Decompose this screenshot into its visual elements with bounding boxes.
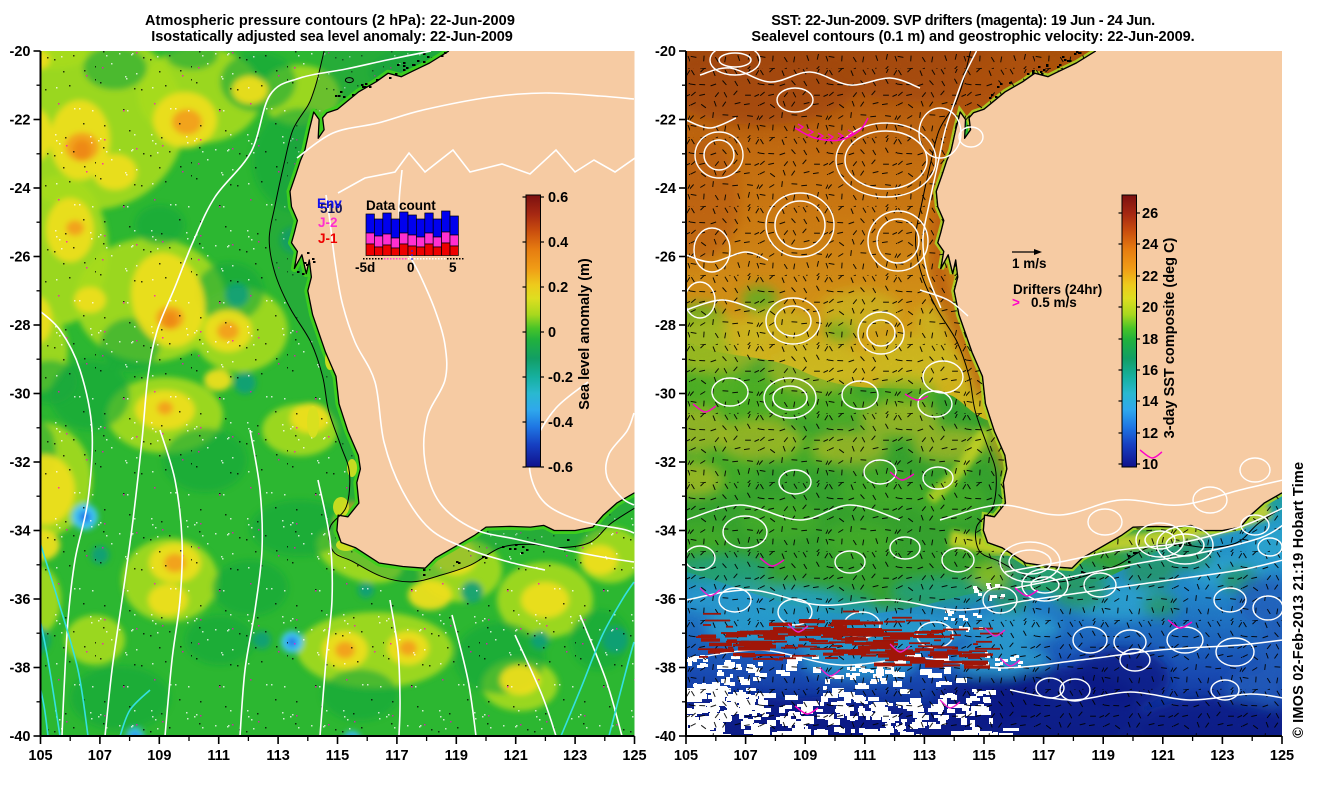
svg-text:-38: -38	[10, 661, 31, 677]
svg-text:0: 0	[548, 325, 556, 341]
svg-text:510: 510	[320, 201, 343, 216]
svg-text:22: 22	[1142, 269, 1158, 285]
svg-text:117: 117	[1032, 748, 1055, 764]
svg-text:-32: -32	[655, 455, 676, 471]
svg-text:24: 24	[1142, 237, 1158, 253]
svg-text:-0.4: -0.4	[548, 415, 573, 431]
svg-text:123: 123	[563, 748, 587, 764]
svg-text:J-1: J-1	[318, 231, 338, 246]
svg-text:109: 109	[147, 748, 171, 764]
svg-text:117: 117	[385, 748, 408, 764]
svg-text:10: 10	[1142, 457, 1158, 473]
svg-text:0.6: 0.6	[548, 190, 568, 206]
svg-text:-30: -30	[655, 387, 676, 403]
svg-text:SST: 22-Jun-2009. SVP drifters: SST: 22-Jun-2009. SVP drifters (magenta)…	[771, 13, 1155, 29]
svg-text:14: 14	[1142, 394, 1158, 410]
svg-text:-20: -20	[10, 44, 31, 60]
svg-text:113: 113	[266, 748, 289, 764]
svg-text:5: 5	[449, 260, 457, 275]
svg-text:-22: -22	[10, 113, 31, 129]
svg-text:105: 105	[674, 748, 698, 764]
svg-text:-32: -32	[10, 455, 31, 471]
svg-text:-40: -40	[10, 729, 31, 745]
svg-text:-24: -24	[655, 181, 676, 197]
svg-text:119: 119	[1091, 748, 1114, 764]
svg-text:107: 107	[88, 748, 112, 764]
svg-text:-20: -20	[655, 44, 676, 60]
svg-text:-24: -24	[10, 181, 31, 197]
svg-text:J-2: J-2	[318, 215, 338, 230]
svg-text:>: >	[1012, 295, 1020, 310]
svg-text:Data count: Data count	[366, 198, 436, 213]
svg-text:-28: -28	[10, 318, 31, 334]
svg-text:-28: -28	[655, 318, 676, 334]
svg-text:18: 18	[1142, 332, 1158, 348]
svg-text:-5d: -5d	[355, 260, 375, 275]
svg-text:119: 119	[445, 748, 468, 764]
svg-text:121: 121	[504, 748, 528, 764]
svg-text:111: 111	[854, 748, 877, 764]
svg-text:121: 121	[1151, 748, 1175, 764]
svg-text:3-day SST composite (deg C): 3-day SST composite (deg C)	[1162, 238, 1178, 439]
svg-text:-0.6: -0.6	[548, 460, 573, 476]
svg-text:Isostatically adjusted sea lev: Isostatically adjusted sea level anomaly…	[151, 29, 512, 45]
svg-text:26: 26	[1142, 206, 1158, 222]
svg-text:115: 115	[326, 748, 349, 764]
svg-text:105: 105	[28, 748, 52, 764]
svg-text:125: 125	[1270, 748, 1294, 764]
svg-text:0.5 m/s: 0.5 m/s	[1031, 295, 1077, 310]
svg-text:-34: -34	[655, 524, 676, 540]
svg-text:20: 20	[1142, 300, 1158, 316]
svg-text:113: 113	[913, 748, 936, 764]
svg-text:109: 109	[793, 748, 817, 764]
svg-text:-40: -40	[655, 729, 676, 745]
svg-text:1 m/s: 1 m/s	[1012, 256, 1047, 271]
svg-text:-0.2: -0.2	[548, 370, 573, 386]
svg-text:-38: -38	[655, 661, 676, 677]
svg-text:-34: -34	[10, 524, 31, 540]
svg-text:Drifters (24hr): Drifters (24hr)	[1013, 282, 1102, 297]
svg-text:-36: -36	[655, 592, 676, 608]
svg-text:-26: -26	[655, 250, 676, 266]
svg-text:Atmospheric pressure contours: Atmospheric pressure contours (2 hPa): 2…	[145, 13, 515, 29]
svg-text:12: 12	[1142, 426, 1158, 442]
svg-text:16: 16	[1142, 363, 1158, 379]
svg-text:-26: -26	[10, 250, 31, 266]
svg-text:0.4: 0.4	[548, 235, 568, 251]
svg-text:-22: -22	[655, 113, 676, 129]
svg-text:-30: -30	[10, 387, 31, 403]
svg-text:123: 123	[1210, 748, 1234, 764]
svg-text:Sea level anomaly (m): Sea level anomaly (m)	[577, 258, 593, 410]
svg-text:© IMOS 02-Feb-2013 21:19 Hobar: © IMOS 02-Feb-2013 21:19 Hobart Time	[1291, 462, 1307, 738]
svg-text:115: 115	[972, 748, 995, 764]
svg-text:-36: -36	[10, 592, 31, 608]
svg-text:Sealevel contours (0.1 m) and: Sealevel contours (0.1 m) and geostrophi…	[751, 29, 1194, 45]
svg-text:Env: Env	[317, 196, 342, 211]
svg-text:111: 111	[207, 748, 230, 764]
svg-text:107: 107	[733, 748, 757, 764]
svg-text:0.2: 0.2	[548, 280, 568, 296]
svg-text:125: 125	[622, 748, 646, 764]
svg-text:0: 0	[407, 260, 415, 275]
